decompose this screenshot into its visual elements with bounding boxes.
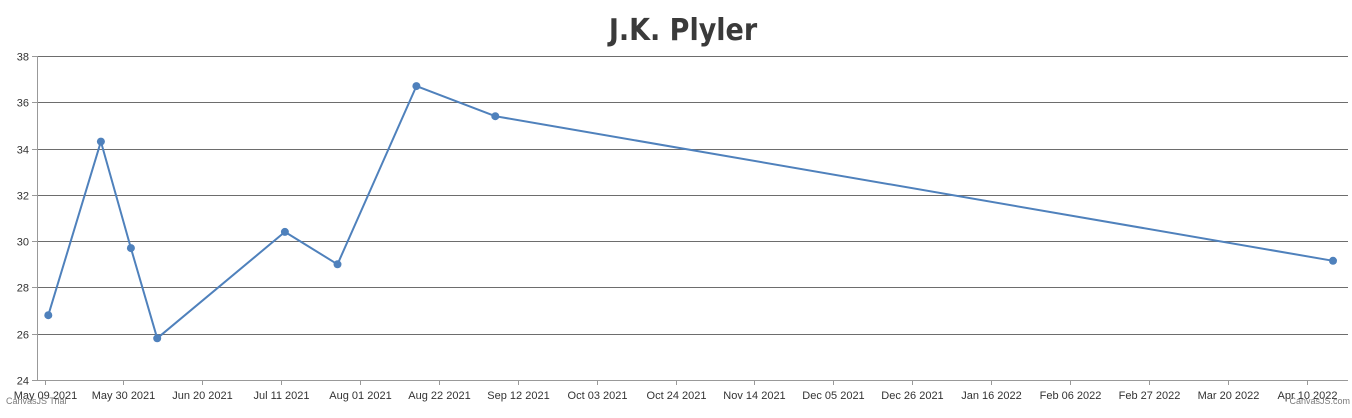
x-tick-label: Aug 22 2021 — [408, 390, 470, 402]
chart-title: J.K. Plyler — [607, 13, 758, 48]
y-tick-label: 32 — [17, 191, 29, 203]
axes: 24 26 28 30 32 34 36 38 May 09 2021 May 30 2021 Ju… — [14, 52, 1348, 402]
x-tick-label: Feb 27 2022 — [1119, 390, 1181, 402]
gridlines — [37, 56, 1348, 335]
x-tick-label: Dec 26 2021 — [881, 390, 943, 402]
y-tick-label: 28 — [17, 283, 29, 295]
x-tick-label: Dec 05 2021 — [802, 390, 864, 402]
y-tick-label: 36 — [17, 98, 29, 110]
x-tick-label: Oct 03 2021 — [568, 390, 628, 402]
data-point — [333, 260, 342, 269]
x-tick-label: May 30 2021 — [92, 390, 156, 402]
data-point — [280, 227, 289, 236]
y-tick-label: 26 — [17, 330, 29, 342]
y-tick-label: 34 — [17, 145, 29, 157]
credit-left[interactable]: CanvasJS Trial — [6, 396, 67, 406]
x-tick-label: Jan 16 2022 — [961, 390, 1022, 402]
x-tick-label: Apr 10 2022 — [1278, 390, 1338, 402]
x-tick-label: Jun 20 2021 — [172, 390, 233, 402]
y-tick-label: 38 — [17, 52, 29, 64]
x-tick-label: Feb 06 2022 — [1040, 390, 1102, 402]
data-point — [412, 82, 421, 91]
data-point — [126, 244, 135, 253]
x-tick-label: Aug 01 2021 — [329, 390, 391, 402]
series-layer — [44, 82, 1337, 343]
y-tick-label: 24 — [17, 376, 29, 388]
x-tick-label: Oct 24 2021 — [647, 390, 707, 402]
data-point — [96, 137, 105, 146]
x-tick-label: Nov 14 2021 — [723, 390, 785, 402]
data-point — [153, 334, 162, 343]
x-tick-label: Jul 11 2021 — [253, 390, 309, 402]
y-tick-label: 30 — [17, 237, 29, 249]
credit-right[interactable]: CanvasJS.com — [1289, 396, 1350, 406]
data-point — [1329, 256, 1337, 265]
data-point — [44, 311, 53, 320]
data-point — [491, 112, 500, 121]
series-line — [47, 85, 1334, 340]
x-tick-label: May 09 2021 — [14, 390, 78, 402]
x-tick-label: Sep 12 2021 — [487, 390, 549, 402]
x-tick-label: Mar 20 2022 — [1198, 390, 1260, 402]
